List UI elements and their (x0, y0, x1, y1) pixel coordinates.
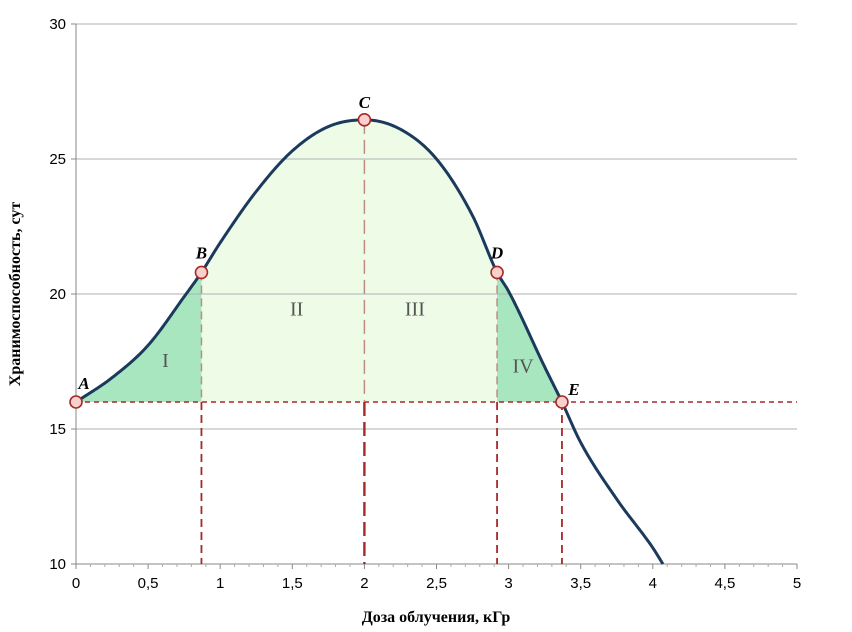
point-d-marker (490, 265, 504, 280)
region-label-ii: II (290, 299, 303, 321)
point-a-marker (69, 395, 83, 409)
y-axis-title: Хранимоспособность, сут (7, 202, 24, 387)
x-tick-label: 1,5 (282, 575, 303, 592)
region-iii (364, 119, 498, 402)
y-tick-label: 10 (49, 556, 66, 573)
point-a-label: A (77, 374, 89, 393)
point-b-marker (194, 265, 209, 280)
axes: 10 15 20 25 30 0 0,5 1 1,5 2 2,5 3 3,5 4 4,5 5 (49, 16, 801, 592)
y-tick-label: 30 (49, 16, 66, 33)
reference-lines (76, 119, 797, 564)
x-tick-label: 0 (72, 575, 80, 592)
x-tick-label: 2 (360, 575, 368, 592)
point-b-label: B (195, 243, 207, 262)
region-ii (201, 119, 365, 402)
shaded-regions (76, 119, 562, 402)
region-label-iii: III (405, 299, 425, 321)
x-tick-label: 4,5 (714, 575, 735, 592)
y-tick-label: 15 (49, 421, 66, 438)
x-tick-label: 3 (504, 575, 512, 592)
x-tick-label: 5 (793, 575, 801, 592)
point-c-label: C (359, 93, 371, 112)
y-tick-label: 20 (49, 286, 66, 303)
x-tick-label: 1 (216, 575, 224, 592)
y-tick-label: 25 (49, 151, 66, 168)
point-e-marker (555, 395, 569, 409)
region-label-i: I (162, 350, 169, 372)
point-e-label: E (567, 380, 579, 399)
x-tick-label: 4 (649, 575, 657, 592)
x-tick-label: 0,5 (138, 575, 159, 592)
point-d-label: D (490, 243, 503, 262)
x-tick-label: 2,5 (426, 575, 447, 592)
region-i (76, 272, 202, 402)
region-label-iv: IV (512, 355, 534, 377)
x-tick-label: 3,5 (570, 575, 591, 592)
data-points (69, 113, 569, 409)
point-c-marker (357, 113, 372, 127)
x-axis-title: Доза облучения, кГр (362, 609, 511, 626)
